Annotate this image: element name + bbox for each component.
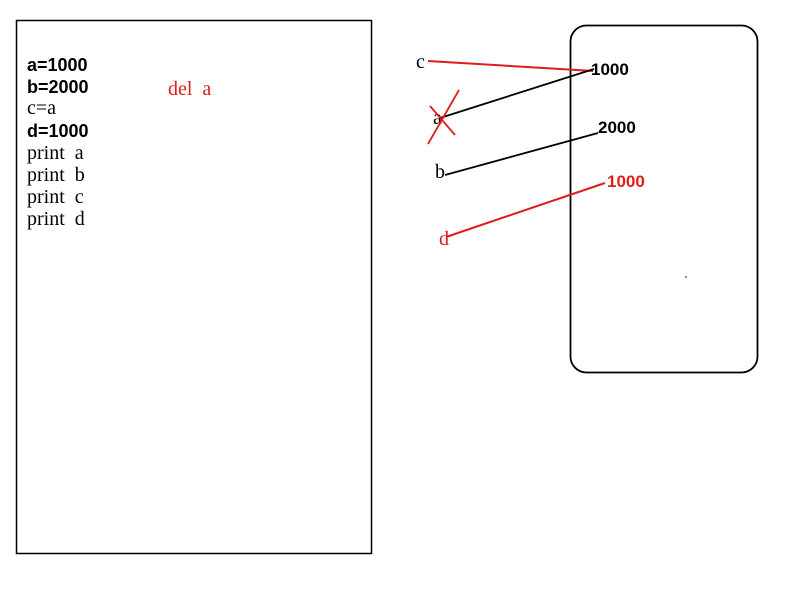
variable-label-c: c <box>416 51 425 73</box>
reference-line-a-to-1000 <box>439 68 595 119</box>
reference-line-b-to-2000 <box>444 132 599 176</box>
code-line-print-c: print c <box>27 186 84 208</box>
cross-stroke-2 <box>429 105 456 136</box>
memory-value-2000: 2000 <box>598 118 636 137</box>
code-line-print-b: print b <box>27 164 85 186</box>
code-line-b-assign: b=2000 <box>27 77 89 97</box>
code-line-c-assign: c=a <box>27 97 56 119</box>
code-line-print-d: print d <box>27 208 85 230</box>
code-line-print-a: print a <box>27 142 84 164</box>
memory-value-1000: 1000 <box>591 60 629 79</box>
variable-label-b: b <box>435 161 445 183</box>
stray-dot <box>685 276 687 278</box>
deleted-cross-mark <box>427 89 460 145</box>
code-panel-border <box>15 19 373 555</box>
code-line-d-assign: d=1000 <box>27 121 89 141</box>
reference-line-d-to-1000 <box>445 182 606 238</box>
code-lines: a=1000 b=2000 c=a d=1000 print a print b… <box>27 55 89 230</box>
code-line-a-assign: a=1000 <box>27 55 88 75</box>
variable-label-d: d <box>439 228 449 250</box>
cross-stroke-1 <box>427 89 460 145</box>
memory-box <box>569 24 759 374</box>
variable-label-a: a <box>433 107 442 129</box>
memory-value-1000-new: 1000 <box>607 172 645 191</box>
del-annotation: del a <box>168 78 211 100</box>
reference-line-c-to-1000 <box>427 60 594 72</box>
